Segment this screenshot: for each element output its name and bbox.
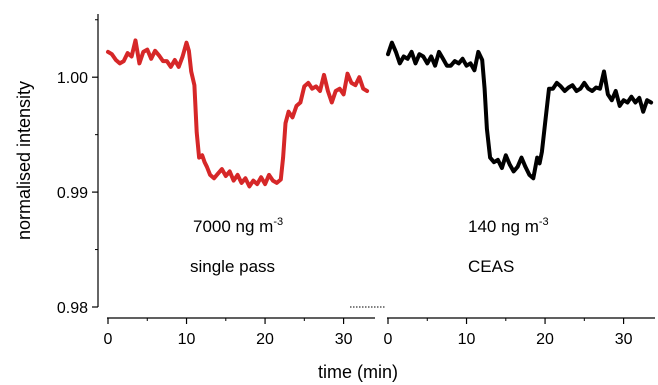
annotation-method: CEAS — [468, 257, 514, 276]
x-ticks: 0 10 20 30 — [104, 318, 353, 348]
annotation-concentration: 7000 ng m-3 — [193, 216, 283, 236]
x-axis-title: time (min) — [318, 362, 398, 382]
x-tick-label: 0 — [384, 331, 393, 348]
series-line-single-pass — [106, 38, 370, 189]
x-tick-label: 30 — [615, 331, 633, 348]
panel-ceas: 0 10 20 30 140 ng m-3 CEAS — [384, 40, 655, 348]
y-tick-label: 1.00 — [57, 70, 88, 87]
annotation-concentration: 140 ng m-3 — [468, 216, 549, 236]
y-axis: 0.98 0.99 1.00 — [57, 14, 99, 317]
x-ticks: 0 10 20 30 — [384, 318, 633, 348]
x-tick-label: 0 — [104, 331, 113, 348]
x-tick-label: 10 — [458, 331, 476, 348]
x-tick-label: 30 — [335, 331, 353, 348]
panel-single-pass: 0 10 20 30 7000 ng m-3 single pass — [104, 38, 375, 348]
annotation-concentration-sup: -3 — [539, 216, 549, 228]
series-line-ceas — [386, 40, 654, 181]
y-tick-label: 0.99 — [57, 185, 88, 202]
y-axis-title: normalised intensity — [14, 81, 34, 240]
annotation-method: single pass — [190, 257, 275, 276]
x-tick-label: 10 — [178, 331, 196, 348]
annotation-concentration-base: 7000 ng m — [193, 217, 273, 236]
x-tick-label: 20 — [256, 331, 274, 348]
y-ticks: 0.98 0.99 1.00 — [57, 19, 98, 317]
annotation-concentration-base: 140 ng m — [468, 217, 539, 236]
y-tick-label: 0.98 — [57, 300, 88, 317]
x-tick-label: 20 — [536, 331, 554, 348]
annotation-concentration-sup: -3 — [273, 216, 283, 228]
